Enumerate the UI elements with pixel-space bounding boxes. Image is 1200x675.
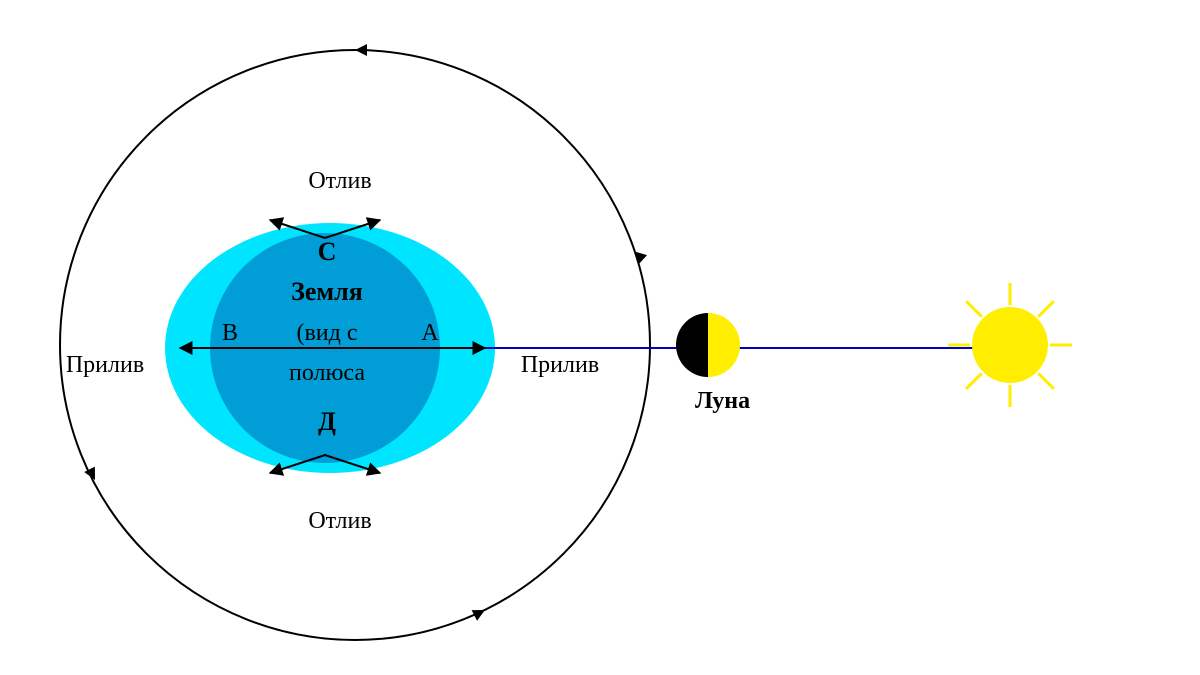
label-otliv_bottom: Отлив — [308, 508, 371, 534]
label-vids: (вид с — [296, 320, 357, 346]
label-polyusa: полюса — [289, 360, 365, 386]
label-B: В — [222, 320, 238, 346]
moon-label: Луна — [695, 388, 750, 414]
label-A: А — [421, 320, 439, 346]
label-zemlya: Земля — [291, 277, 363, 306]
label-priliv_right: Прилив — [521, 352, 599, 378]
label-priliv_left: Прилив — [66, 352, 144, 378]
label-D: Д — [318, 407, 336, 436]
label-C: С — [318, 237, 337, 266]
moon: Луна — [676, 313, 750, 414]
sun-icon — [948, 283, 1072, 407]
tides-diagram: Луна Отлив Отлив Прилив Прилив Земля (вид с по… — [0, 0, 1200, 675]
label-otliv_top: Отлив — [308, 168, 371, 194]
